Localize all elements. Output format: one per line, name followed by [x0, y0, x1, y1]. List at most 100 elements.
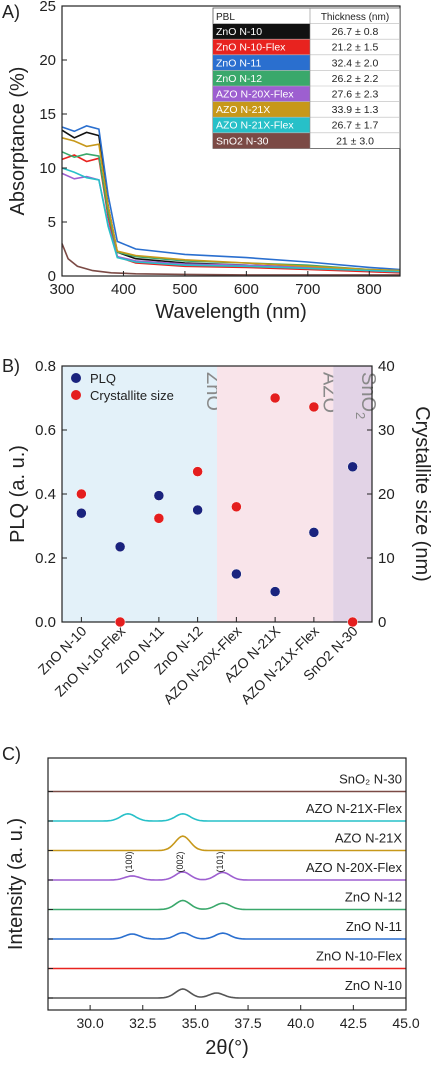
y-tick-label: 0.4: [35, 486, 56, 503]
y-tick-label: 5: [48, 214, 56, 231]
series-line-8: [61, 243, 400, 276]
y-axis-label: PLQ (a. u.): [7, 445, 29, 543]
table-cell-thickness: 26.2 ± 2.2: [332, 73, 379, 85]
panel-label: A): [2, 2, 20, 22]
pattern-line-1: [48, 988, 406, 999]
panel-a: A) 300 400 500 600 700 800 0 5 10 15 20 25 Wavelength…: [2, 0, 401, 323]
point-crystallite: [192, 466, 203, 477]
table-cell-thickness: 26.7 ± 1.7: [332, 120, 379, 132]
x-tick-label: 400: [111, 281, 136, 298]
point-crystallite: [114, 616, 126, 628]
pattern-label: ZnO N-10: [345, 978, 402, 993]
y-tick-label: 0.8: [35, 358, 56, 375]
table-cell-thickness: 33.9 ± 1.3: [332, 104, 379, 116]
plot-frame: [47, 757, 407, 1011]
y2-tick-label: 0: [378, 614, 386, 631]
pattern-line-5: [48, 871, 406, 881]
table-cell-thickness: 26.7 ± 0.8: [332, 26, 379, 38]
table-cell-name: AZO N-21X-Flex: [216, 120, 294, 132]
pattern-line-6: [48, 835, 406, 852]
x-axis-label: 2θ(°): [205, 1037, 249, 1059]
y-tick-label: 0.6: [35, 422, 56, 439]
series-line-2: [61, 154, 401, 274]
series-line-6: [61, 137, 401, 272]
panel-c: C) ZnO N-10 ZnO N-10-Flex ZnO N-11 ZnO N-12 A…: [2, 744, 420, 1059]
y-tick-label: 20: [39, 52, 56, 69]
pattern-label: AZO N-21X: [335, 831, 403, 846]
point-plq: [231, 568, 242, 580]
x-tick-label: 42.5: [340, 1015, 367, 1031]
y-tick-label: 0: [48, 268, 56, 285]
legend-marker: [71, 390, 81, 400]
table-cell-name: ZnO N-10-Flex: [216, 42, 286, 54]
pattern-label: ZnO N-12: [345, 890, 402, 905]
table-cell-thickness: 32.4 ± 2.0: [332, 57, 379, 69]
table-color-cell: [213, 86, 310, 102]
table-cell-thickness: 27.6 ± 2.3: [332, 89, 379, 101]
y-axis-label: Absorptance (%): [7, 67, 29, 216]
x-tick-label: 45.0: [392, 1015, 419, 1031]
pattern-line-3: [48, 931, 406, 940]
panel-label: B): [2, 356, 20, 376]
point-crystallite: [347, 616, 358, 628]
point-crystallite: [76, 488, 87, 500]
peak-annotation: (101): [215, 851, 225, 872]
peak-annotation: (100): [124, 851, 134, 872]
y2-tick-label: 20: [378, 486, 395, 503]
table-cell-name: AZO N-21X: [216, 104, 270, 116]
pattern-line-4: [48, 899, 406, 911]
x-tick-label: 700: [295, 281, 320, 298]
y2-tick-label: 40: [378, 358, 395, 375]
region-label: SnO2: [353, 372, 379, 419]
point-plq: [76, 507, 87, 519]
series-line-7: [61, 167, 401, 273]
table-color-cell: [213, 70, 310, 86]
table-cell-thickness: 21.2 ± 1.5: [332, 42, 379, 54]
y-tick-label: 15: [39, 106, 56, 123]
y2-axis-label: Crystallite size (nm): [411, 406, 433, 582]
x-tick-label: 800: [357, 281, 382, 298]
point-plq: [347, 461, 358, 473]
point-crystallite: [153, 513, 165, 524]
table-color-cell: [213, 101, 310, 118]
table-color-cell: [213, 23, 310, 40]
table-cell-name: AZO N-20X-Flex: [216, 89, 294, 101]
point-plq: [114, 541, 126, 553]
x-tick-label: 37.5: [234, 1015, 261, 1031]
region-label-subscript: 2: [353, 412, 368, 419]
table-color-cell: [213, 54, 310, 71]
region-band: [333, 366, 372, 622]
point-crystallite: [308, 401, 320, 413]
pattern-label: ZnO N-11: [346, 919, 402, 934]
point-plq: [153, 490, 165, 501]
series-line-4: [61, 151, 401, 272]
pattern-label: AZO N-21X-Flex: [306, 801, 403, 816]
table-cell-name: SnO2 N-30: [216, 135, 269, 147]
x-tick-label: 600: [234, 281, 259, 298]
y2-tick-label: 10: [378, 550, 395, 567]
table-header-thickness: Thickness (nm): [321, 12, 389, 23]
x-tick-label: 35.0: [182, 1015, 209, 1031]
table-cell-name: ZnO N-10: [216, 26, 262, 38]
pattern-label: SnO₂ N-30: [339, 772, 402, 787]
y2-tick-label: 30: [378, 422, 395, 439]
table-header-pbl: PBL: [216, 12, 235, 23]
x-tick-label: 300: [49, 281, 74, 298]
legend-label: PLQ: [90, 371, 116, 386]
x-tick-label: 32.5: [129, 1015, 156, 1031]
legend-marker: [71, 373, 81, 383]
x-tick-label: 40.0: [287, 1015, 314, 1031]
y-axis-label: Intensity (a. u.): [5, 818, 27, 950]
table-cell-name: ZnO N-11: [216, 57, 261, 69]
legend-label: Crystallite size: [90, 388, 174, 403]
x-axis-label: Wavelength (nm): [155, 301, 307, 323]
panel-label: C): [2, 744, 21, 764]
point-crystallite: [269, 392, 281, 404]
table-cell-thickness: 21 ± 3.0: [336, 135, 374, 147]
pattern-label: ZnO N-10-Flex: [316, 949, 402, 964]
y-tick-label: 25: [39, 0, 56, 15]
y-tick-label: 0.0: [35, 614, 56, 631]
series-line-1: [61, 129, 401, 273]
pattern-line-7: [48, 812, 406, 822]
